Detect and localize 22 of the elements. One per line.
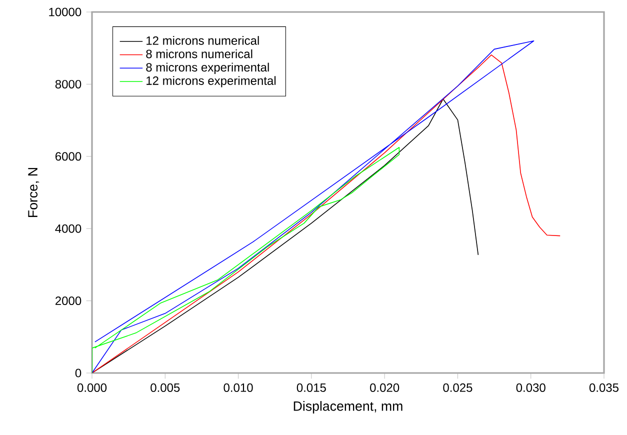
y-tick-label: 6000 [56, 152, 82, 161]
x-tick-label: 0.035 [589, 383, 619, 392]
x-tick-label: 0.030 [516, 383, 546, 392]
legend-label: 12 microns numerical [146, 36, 259, 45]
x-tick-label: 0.005 [150, 383, 180, 392]
x-tick-label: 0.010 [224, 383, 253, 392]
line-series [92, 98, 479, 373]
y-tick-label: 4000 [55, 224, 82, 233]
x-tick-label: 0.025 [443, 383, 472, 392]
legend-label: 8 microns numerical [146, 49, 252, 58]
y-tick-label: 0 [75, 368, 82, 378]
y-tick-label: 2000 [56, 296, 82, 306]
line-series [92, 146, 400, 373]
legend-label: 12 microns experimental [146, 76, 276, 88]
y-tick-label: 8000 [55, 80, 82, 88]
y-axis-title: Force, N [28, 168, 40, 217]
x-axis-title: Displacement, mm [294, 401, 402, 414]
x-tick-label: 0.000 [77, 383, 107, 392]
legend-label: 8 microns experimental [146, 62, 269, 74]
x-tick-label: 0.020 [370, 383, 400, 392]
x-tick-label: 0.015 [296, 383, 326, 392]
y-tick-label: 10000 [49, 8, 82, 16]
